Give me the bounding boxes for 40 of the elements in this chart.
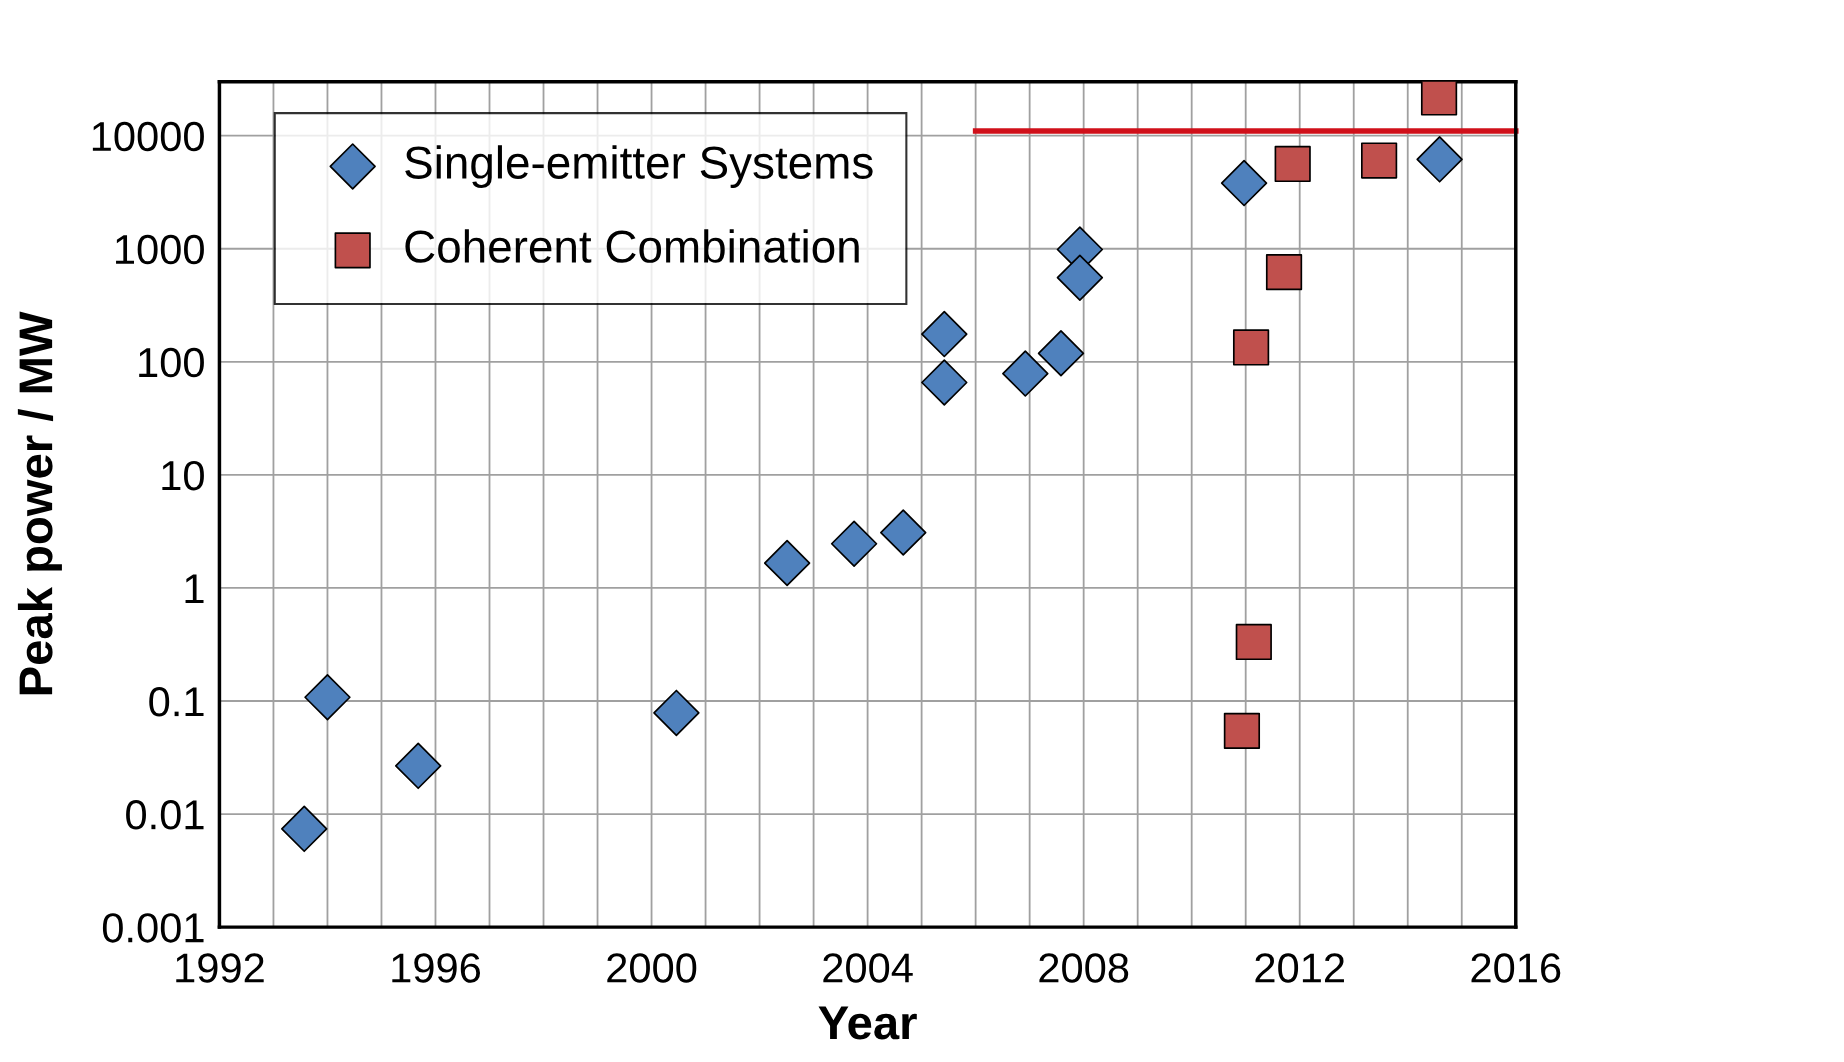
y-tick-label: 1000 [116,234,204,265]
point [880,509,927,556]
point [763,539,811,587]
point [1056,254,1104,301]
legend-label: Single-emitter Systems [405,145,873,188]
point [1002,350,1049,397]
point [1037,330,1085,377]
y-tick-label: 0.001 [102,913,204,943]
point [304,674,351,721]
y-tick-label: 1 [185,574,204,604]
point [1416,136,1463,183]
point [1420,81,1458,116]
x-tick-label: 2016 [1471,953,1561,983]
x-tick-label: 2008 [1039,953,1129,983]
x-tick-label: 2000 [607,953,697,983]
y-tick-label: 100 [139,347,204,378]
y-tick-label: 0.01 [126,800,204,830]
legend-label: Coherent Combination [405,229,859,263]
x-tick-label: 1996 [392,953,481,983]
point [1360,142,1398,179]
x-tick-label: 2012 [1255,953,1344,983]
point [1220,159,1268,207]
point [394,742,442,790]
x-tick-label: 2004 [823,953,913,983]
point [830,520,878,567]
x-axis-title: Year [818,1006,917,1040]
y-tick-label: 10000 [92,121,204,152]
x-tick-label: 1992 [176,953,264,983]
point [1232,329,1270,366]
point [1265,253,1303,291]
point [921,310,968,358]
y-tick-label: 0.1 [149,687,204,717]
point [653,689,700,737]
point [921,359,968,406]
point [281,805,328,853]
point [1235,623,1272,661]
point [1223,712,1261,750]
point [1274,145,1311,183]
y-tick-label: 10 [162,460,204,491]
y-axis-title: Peak power / MW [17,311,62,695]
